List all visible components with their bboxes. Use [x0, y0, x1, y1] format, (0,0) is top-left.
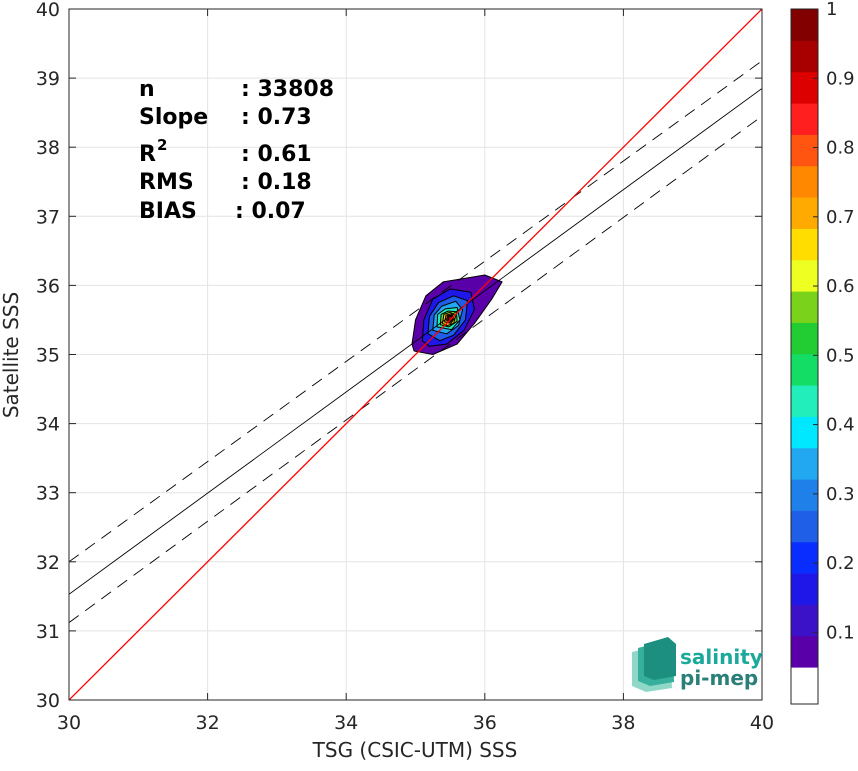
stat-n-value: : 33808	[241, 77, 334, 102]
y-tick-label: 32	[36, 552, 60, 574]
colorbar-segment	[791, 541, 818, 574]
colorbar-segment	[791, 165, 818, 198]
colorbar-segment	[791, 604, 818, 637]
colorbar-tick-label: 0.2	[826, 553, 855, 574]
y-tick-label: 30	[36, 690, 60, 712]
stat-slope-label: Slope	[139, 105, 208, 130]
colorbar-segment	[791, 228, 818, 261]
x-tick-label: 32	[196, 712, 220, 734]
x-axis-label: TSG (CSIC-UTM) SSS	[312, 738, 518, 762]
stat-r2-value: : 0.61	[241, 142, 312, 167]
colorbar-segment	[791, 573, 818, 605]
colorbar-ticks: 0.1 0.2 0.3 0.4 0.5 0.6 0.7 0.8 0.9 1	[813, 0, 855, 643]
colorbar-tick-label: 0.1	[826, 622, 855, 643]
stat-r2-superscript: 2	[157, 136, 167, 154]
colorbar-segment	[791, 416, 818, 449]
logo-waves-icon	[632, 637, 676, 692]
colorbar-segment	[791, 291, 818, 323]
salinity-pimep-logo: salinity pi-mep	[632, 637, 763, 692]
colorbar-segment	[791, 510, 818, 543]
y-tick-label: 40	[36, 0, 60, 21]
colorbar-tick-label: 0.5	[826, 345, 855, 366]
colorbar-tick-label: 1	[826, 0, 837, 20]
y-tick-label: 35	[36, 345, 60, 367]
logo-text-pimep: pi-mep	[680, 666, 758, 690]
stat-r2-label: R	[139, 142, 156, 167]
stat-bias-value: : 0.07	[235, 199, 306, 224]
y-axis-label: Satellite SSS	[0, 292, 23, 418]
x-tick-label: 30	[57, 712, 81, 734]
y-tick-label: 33	[36, 483, 60, 505]
colorbar-segment	[791, 134, 818, 167]
colorbar-segment	[791, 40, 818, 73]
colorbar-segment	[791, 71, 818, 104]
x-axis-ticks: 30 32 34 36 38 40	[57, 9, 774, 734]
colorbar-tick-label: 0.7	[826, 207, 855, 228]
stat-rms-label: RMS	[139, 170, 194, 195]
colorbar-tick-label: 0.6	[826, 276, 855, 297]
stat-rms-value: : 0.18	[241, 170, 312, 195]
colorbar	[790, 8, 819, 705]
identity-line	[69, 9, 762, 700]
colorbar-segment	[791, 385, 818, 417]
x-tick-label: 34	[334, 712, 358, 734]
y-tick-label: 31	[36, 621, 60, 643]
colorbar-segment	[791, 103, 818, 135]
y-tick-label: 34	[36, 414, 60, 436]
colorbar-segment	[791, 447, 818, 480]
fit-lower-bound-line	[69, 115, 762, 623]
colorbar-tick-label: 0.3	[826, 484, 855, 505]
colorbar-tick-label: 0.9	[826, 68, 855, 89]
colorbar-empty-segment	[791, 667, 818, 704]
colorbar-segment	[791, 479, 818, 511]
x-tick-label: 38	[611, 712, 635, 734]
y-tick-label: 38	[36, 137, 60, 159]
regression-fit-line	[69, 88, 762, 595]
colorbar-segment	[791, 635, 818, 668]
colorbar-tick-label: 0.4	[826, 415, 855, 436]
fit-upper-bound-line	[69, 60, 762, 563]
regression-lines	[69, 9, 762, 700]
x-tick-label: 36	[473, 712, 497, 734]
logo-text-salinity: salinity	[680, 645, 763, 669]
y-axis-ticks: 30 31 32 33 34 35 36 37 38 39 40	[36, 0, 762, 712]
colorbar-tick-label: 0.8	[826, 138, 855, 159]
stat-n-label: n	[139, 77, 155, 102]
y-tick-label: 37	[36, 206, 60, 228]
colorbar-segment	[791, 353, 818, 386]
colorbar-segment	[791, 197, 818, 229]
grid	[69, 9, 762, 700]
colorbar-segment	[791, 9, 818, 41]
colorbar-segment	[791, 259, 818, 292]
stat-bias-label: BIAS	[139, 199, 197, 224]
y-tick-label: 36	[36, 275, 60, 297]
stats-box: n : 33808 Slope : 0.73 R 2 : 0.61 RMS : …	[139, 77, 334, 224]
colorbar-frame	[790, 8, 819, 705]
x-tick-label: 40	[750, 712, 774, 734]
y-tick-label: 39	[36, 68, 60, 90]
stat-slope-value: : 0.73	[241, 105, 312, 130]
colorbar-segment	[791, 322, 818, 355]
